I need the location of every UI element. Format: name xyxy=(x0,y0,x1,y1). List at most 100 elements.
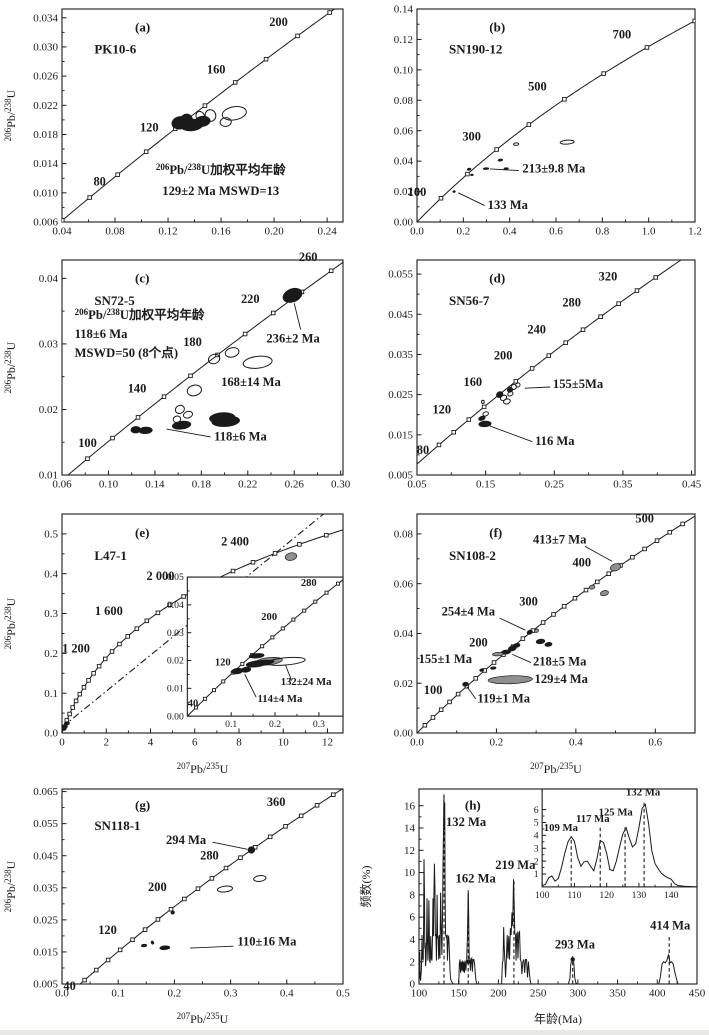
svg-text:0.2: 0.2 xyxy=(490,737,504,749)
svg-text:206Pb/238U: 206Pb/238U xyxy=(3,597,18,649)
svg-text:0.4: 0.4 xyxy=(503,226,517,238)
svg-text:0.12: 0.12 xyxy=(394,34,413,46)
svg-text:132 Ma: 132 Ma xyxy=(626,786,661,798)
svg-text:2: 2 xyxy=(534,856,539,867)
svg-text:132±24 Ma: 132±24 Ma xyxy=(281,676,332,688)
svg-text:0.8: 0.8 xyxy=(595,226,609,238)
svg-text:0.03: 0.03 xyxy=(39,339,59,351)
svg-text:240: 240 xyxy=(527,323,546,337)
svg-text:254±4 Ma: 254±4 Ma xyxy=(442,605,496,619)
svg-text:0.035: 0.035 xyxy=(33,882,58,894)
panel-a-concordia-PK10-6: 0.04 0.08 0.12 0.16 0.20 0.24 0.006 0.010 0.014 0… xyxy=(0,0,355,250)
svg-text:0.055: 0.055 xyxy=(388,269,413,281)
svg-text:0.5: 0.5 xyxy=(44,529,58,541)
svg-text:2 400: 2 400 xyxy=(221,534,249,548)
svg-text:0.16: 0.16 xyxy=(211,226,231,238)
svg-text:218±5 Ma: 218±5 Ma xyxy=(533,654,587,668)
svg-text:10: 10 xyxy=(404,867,416,879)
svg-text:168±14 Ma: 168±14 Ma xyxy=(221,375,281,389)
svg-text:236±2 Ma: 236±2 Ma xyxy=(266,332,320,346)
svg-text:260: 260 xyxy=(299,250,318,264)
svg-text:0.14: 0.14 xyxy=(145,479,165,491)
panel-e-concordia-L47-1: 0 2 4 6 8 10 12 0.0 0.1 0.2 0.3 0.4 0.5 1 200 1 600 2 0… xyxy=(0,505,355,780)
svg-text:120: 120 xyxy=(98,923,117,937)
svg-text:0.04: 0.04 xyxy=(167,600,184,611)
svg-text:0.05: 0.05 xyxy=(407,479,427,491)
svg-text:12: 12 xyxy=(322,737,333,749)
svg-text:0.04: 0.04 xyxy=(394,628,414,640)
svg-text:0.02: 0.02 xyxy=(39,404,58,416)
svg-text:0.5: 0.5 xyxy=(336,988,350,1000)
svg-text:200: 200 xyxy=(261,612,277,623)
svg-text:100: 100 xyxy=(411,988,428,1000)
svg-text:207Pb/235U: 207Pb/235U xyxy=(530,761,582,776)
svg-text:0.005: 0.005 xyxy=(33,979,58,991)
svg-text:0.08: 0.08 xyxy=(394,529,414,541)
svg-text:280: 280 xyxy=(562,296,581,310)
svg-text:117 Ma: 117 Ma xyxy=(576,813,610,825)
svg-text:132 Ma: 132 Ma xyxy=(446,815,487,829)
svg-text:SN72-5: SN72-5 xyxy=(94,293,135,308)
svg-text:160: 160 xyxy=(207,62,226,76)
svg-text:100: 100 xyxy=(424,683,443,697)
svg-text:0.015: 0.015 xyxy=(33,947,58,959)
svg-text:0.010: 0.010 xyxy=(33,187,58,199)
svg-text:207Pb/235U: 207Pb/235U xyxy=(177,761,229,776)
svg-text:0.10: 0.10 xyxy=(394,64,414,76)
svg-text:0.06: 0.06 xyxy=(394,125,414,137)
svg-text:0.6: 0.6 xyxy=(648,737,662,749)
svg-text:(f): (f) xyxy=(489,525,502,540)
svg-text:0.0: 0.0 xyxy=(44,728,58,740)
svg-text:114±4 Ma: 114±4 Ma xyxy=(257,693,302,705)
svg-text:500: 500 xyxy=(528,79,547,93)
svg-text:118±6 Ma: 118±6 Ma xyxy=(214,429,267,443)
svg-text:(h): (h) xyxy=(465,797,481,812)
svg-text:SN190-12: SN190-12 xyxy=(449,42,502,57)
svg-text:118±6 Ma: 118±6 Ma xyxy=(75,327,128,341)
svg-text:2 000: 2 000 xyxy=(147,569,175,583)
svg-text:0.015: 0.015 xyxy=(388,429,413,441)
svg-text:0.025: 0.025 xyxy=(388,389,413,401)
svg-text:0.01: 0.01 xyxy=(167,683,184,694)
svg-text:0: 0 xyxy=(59,737,65,749)
svg-text:0.035: 0.035 xyxy=(388,349,413,361)
svg-text:(d): (d) xyxy=(489,271,505,286)
svg-text:0.2: 0.2 xyxy=(44,648,58,660)
svg-text:133 Ma: 133 Ma xyxy=(488,198,529,212)
svg-text:4: 4 xyxy=(410,934,416,946)
svg-text:200: 200 xyxy=(490,988,507,1000)
svg-text:0.08: 0.08 xyxy=(105,226,125,238)
svg-text:(a): (a) xyxy=(135,19,150,34)
svg-text:(c): (c) xyxy=(135,271,149,286)
svg-text:SN56-7: SN56-7 xyxy=(449,293,490,308)
svg-text:0.06: 0.06 xyxy=(394,578,414,590)
svg-text:16: 16 xyxy=(404,800,416,812)
svg-text:500: 500 xyxy=(635,511,654,525)
svg-text:0.04: 0.04 xyxy=(394,156,414,168)
svg-text:110: 110 xyxy=(567,890,581,901)
svg-text:0.2: 0.2 xyxy=(269,719,281,730)
svg-text:400: 400 xyxy=(649,988,666,1000)
svg-text:120: 120 xyxy=(215,658,231,669)
svg-text:155±1 Ma: 155±1 Ma xyxy=(419,652,473,666)
svg-text:4: 4 xyxy=(148,737,154,749)
svg-text:180: 180 xyxy=(183,335,202,349)
svg-text:14: 14 xyxy=(404,823,416,835)
svg-text:40: 40 xyxy=(188,698,199,709)
svg-text:0.1: 0.1 xyxy=(225,719,237,730)
svg-text:450: 450 xyxy=(689,988,706,1000)
panel-b-concordia-SN190-12: 0.0 0.2 0.4 0.6 0.8 1.0 1.2 0.00 0.02 0.04 0.06 0.0… xyxy=(355,0,709,250)
svg-text:413±7 Ma: 413±7 Ma xyxy=(533,532,587,546)
svg-text:206Pb/238U: 206Pb/238U xyxy=(3,89,18,141)
svg-text:200: 200 xyxy=(469,636,488,650)
svg-text:109 Ma: 109 Ma xyxy=(544,822,579,834)
svg-text:206Pb/238U: 206Pb/238U xyxy=(3,341,18,393)
svg-text:0: 0 xyxy=(410,979,416,991)
panel-g-concordia-SN118-1: 0.0 0.1 0.2 0.3 0.4 0.5 0.005 0.015 0.025 0.035 0.… xyxy=(0,780,355,1030)
svg-text:0.14: 0.14 xyxy=(394,4,414,16)
svg-text:频数(%): 频数(%) xyxy=(358,866,373,908)
svg-text:206Pb/238U: 206Pb/238U xyxy=(3,860,18,912)
svg-text:0.3: 0.3 xyxy=(313,719,325,730)
svg-text:SN108-2: SN108-2 xyxy=(449,548,496,563)
svg-text:155±5Ma: 155±5Ma xyxy=(553,377,604,391)
